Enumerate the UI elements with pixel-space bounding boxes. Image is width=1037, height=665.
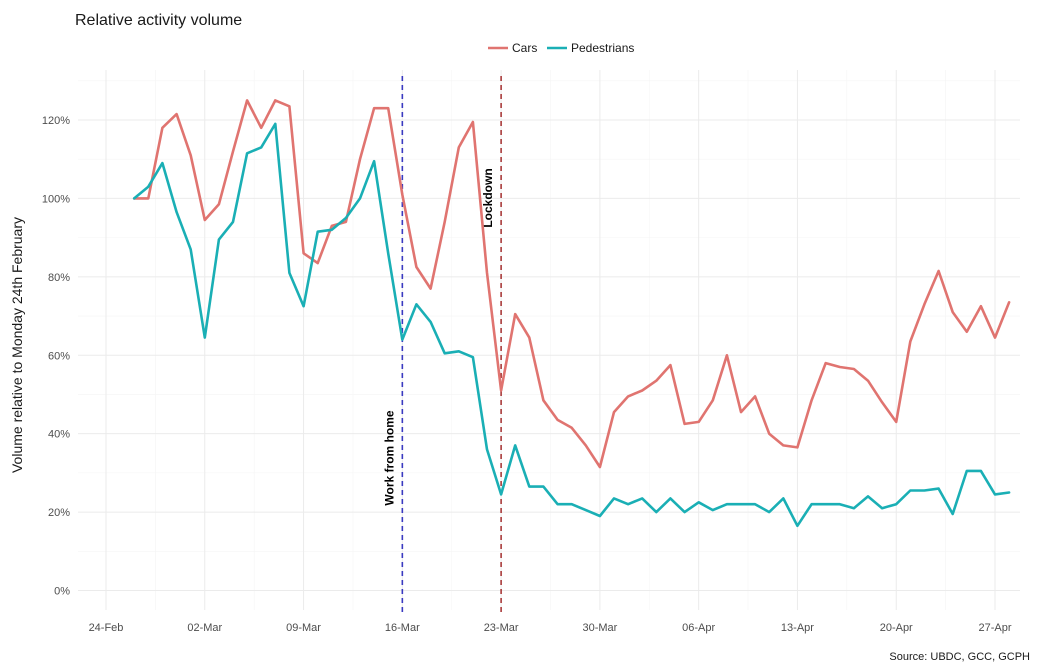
y-tick-label: 100% [42, 193, 70, 205]
source-note: Source: UBDC, GCC, GCPH [889, 651, 1030, 663]
y-tick-label: 120% [42, 115, 70, 127]
x-tick-label: 02-Mar [187, 622, 222, 634]
x-tick-label: 23-Mar [484, 622, 519, 634]
y-tick-label: 80% [48, 272, 70, 284]
reference-lines: Work from home Lockdown [382, 76, 502, 612]
series-line-pedestrians [132, 122, 1011, 528]
x-tick-label: 16-Mar [385, 622, 420, 634]
y-tick-label: 40% [48, 429, 70, 441]
x-tick-label: 20-Apr [880, 622, 913, 634]
x-tick-label: 06-Apr [682, 622, 715, 634]
legend-label-pedestrians: Pedestrians [571, 41, 634, 55]
x-tick-label: 13-Apr [781, 622, 814, 634]
chart-title: Relative activity volume [75, 12, 242, 29]
series-lines [132, 99, 1011, 528]
reference-line-label: Lockdown [481, 168, 495, 227]
y-axis: 0% 20% 40% 60% 80% 100% 120% [42, 115, 70, 598]
legend: Cars Pedestrians [488, 41, 634, 55]
y-tick-label: 0% [54, 586, 70, 598]
y-tick-label: 60% [48, 350, 70, 362]
x-axis: 24-Feb 02-Mar 09-Mar 16-Mar 23-Mar 30-Mar 06-A… [89, 622, 1012, 634]
x-tick-label: 27-Apr [978, 622, 1011, 634]
legend-label-cars: Cars [512, 41, 537, 55]
series-line-cars [132, 99, 1011, 469]
y-tick-label: 20% [48, 507, 70, 519]
x-tick-label: 24-Feb [89, 622, 124, 634]
x-tick-label: 30-Mar [582, 622, 617, 634]
x-tick-label: 09-Mar [286, 622, 321, 634]
gridlines [78, 70, 1020, 610]
y-axis-title: Volume relative to Monday 24th February [9, 217, 25, 473]
reference-line-label: Work from home [382, 410, 396, 505]
